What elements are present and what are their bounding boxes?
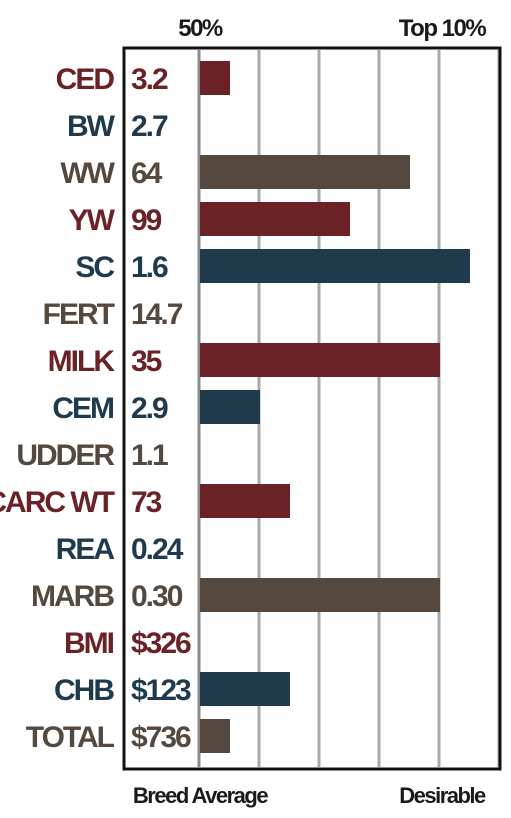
row-label-udder: UDDER bbox=[16, 439, 115, 472]
value-label-sc: 1.6 bbox=[131, 251, 168, 284]
bar-ced bbox=[200, 61, 230, 95]
bar-chb bbox=[200, 672, 290, 706]
row-label-carc-wt: CARC WT bbox=[0, 486, 115, 519]
bar-total bbox=[200, 719, 230, 753]
row-label-sc: SC bbox=[75, 251, 114, 284]
row-label-milk: MILK bbox=[48, 345, 116, 378]
value-label-carc-wt: 73 bbox=[131, 486, 162, 519]
bar-sc bbox=[200, 249, 470, 283]
value-label-ced: 3.2 bbox=[131, 63, 168, 96]
footer-breed-average: Breed Average bbox=[133, 783, 268, 808]
header-top-10-percent: Top 10% bbox=[399, 15, 487, 42]
value-label-total: $736 bbox=[131, 721, 191, 754]
value-label-yw: 99 bbox=[131, 204, 162, 237]
value-label-chb: $123 bbox=[131, 674, 191, 707]
header-50-percent: 50% bbox=[178, 15, 223, 42]
value-label-rea: 0.24 bbox=[131, 533, 184, 566]
row-label-bw: BW bbox=[67, 110, 116, 143]
row-label-total: TOTAL bbox=[26, 721, 115, 754]
chart-frame bbox=[122, 46, 502, 771]
value-label-milk: 35 bbox=[131, 345, 162, 378]
bar-carc-wt bbox=[200, 484, 290, 518]
row-label-bmi: BMI bbox=[64, 627, 114, 660]
row-label-ww: WW bbox=[60, 157, 115, 190]
row-label-cem: CEM bbox=[52, 392, 113, 425]
value-label-bmi: $326 bbox=[131, 627, 191, 660]
value-label-ww: 64 bbox=[131, 157, 163, 190]
bars bbox=[200, 61, 470, 753]
footer-desirable: Desirable bbox=[399, 783, 486, 808]
value-label-bw: 2.7 bbox=[131, 110, 168, 143]
row-label-yw: YW bbox=[69, 204, 116, 237]
row-label-ced: CED bbox=[56, 63, 115, 96]
row-label-chb: CHB bbox=[54, 674, 114, 707]
row-label-fert: FERT bbox=[43, 298, 115, 331]
value-label-fert: 14.7 bbox=[131, 298, 183, 331]
bar-yw bbox=[200, 202, 350, 236]
bar-milk bbox=[200, 343, 440, 377]
value-label-marb: 0.30 bbox=[131, 580, 183, 613]
bar-ww bbox=[200, 155, 410, 189]
row-label-marb: MARB bbox=[31, 580, 114, 613]
value-label-udder: 1.1 bbox=[131, 439, 168, 472]
row-label-rea: REA bbox=[56, 533, 115, 566]
value-label-cem: 2.9 bbox=[131, 392, 168, 425]
row-labels: CED 3.2 BW 2.7 WW 64 YW 99 SC 1.6 FERT 14.7 MILK 35 CE… bbox=[0, 63, 193, 754]
bar-marb bbox=[200, 578, 440, 612]
bar-cem bbox=[200, 390, 260, 424]
